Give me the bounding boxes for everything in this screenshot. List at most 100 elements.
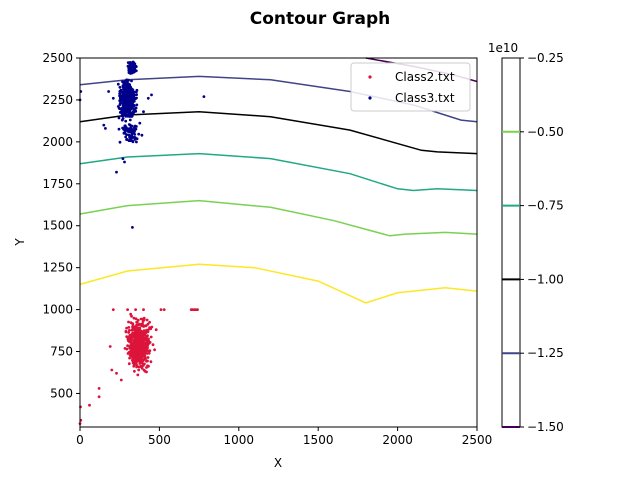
scatter-point: [137, 365, 141, 369]
scatter-point: [138, 355, 141, 359]
scatter-point: [134, 136, 137, 140]
scatter-point: [141, 320, 145, 323]
scatter-point: [118, 99, 122, 103]
y-tick-label: 750: [50, 345, 73, 359]
scatter-point: [159, 308, 163, 311]
scatter-point: [147, 337, 150, 341]
scatter-point: [127, 106, 131, 110]
scatter-point: [146, 346, 149, 350]
scatter-point: [143, 355, 147, 359]
y-tick-label: 2000: [42, 135, 73, 149]
series-2: [78, 308, 199, 425]
scatter-point: [149, 335, 153, 339]
scatter-point: [119, 88, 123, 92]
scatter-point: [111, 308, 115, 311]
scatter-point: [145, 366, 148, 369]
scatter-point: [134, 317, 138, 321]
legend-label-class3: Class3.txt: [395, 91, 455, 105]
colorbar-exponent-label: 1e10: [488, 41, 518, 55]
x-tick-label: 0: [76, 433, 84, 447]
scatter-point: [97, 387, 101, 390]
plot-background: [80, 58, 477, 427]
scatter-point: [123, 97, 127, 101]
contour-line: [79, 75, 478, 123]
scatter-point: [110, 368, 114, 372]
scatter-point: [162, 308, 166, 311]
scatter-point: [146, 96, 150, 100]
scatter-point: [135, 140, 138, 144]
y-axis: 500 750 1000 1250 1500 1750 2000 2250 2500: [42, 51, 80, 400]
colorbar-tick-label: −0.75: [527, 199, 564, 213]
scatter-point: [128, 356, 132, 360]
scatter-point: [121, 80, 125, 84]
scatter-point: [123, 126, 127, 129]
scatter-point: [135, 93, 139, 96]
colorbar-level-lines: [502, 130, 520, 428]
scatter-point: [145, 338, 148, 342]
scatter-point: [130, 348, 134, 352]
contour-line: [79, 263, 478, 304]
y-tick-label: 1250: [42, 261, 73, 275]
scatter-point: [153, 348, 157, 352]
scatter-point: [140, 133, 144, 137]
scatter-point: [202, 95, 206, 98]
scatter-point: [115, 170, 118, 174]
contour-line: [79, 152, 478, 192]
scatter-point: [88, 403, 91, 407]
scatter-point: [136, 318, 140, 322]
scatter-point: [131, 358, 134, 362]
scatter-point: [130, 79, 133, 83]
series-3: [78, 60, 206, 229]
scatter-point: [134, 127, 138, 131]
scatter-point: [132, 334, 136, 338]
scatter-point: [147, 351, 151, 355]
scatter-point: [127, 320, 130, 324]
scatter-point: [142, 110, 145, 114]
scatter-point: [124, 128, 128, 132]
contour-lines: [79, 57, 478, 304]
scatter-point: [137, 358, 141, 362]
scatter-point: [134, 358, 138, 362]
scatter-point: [117, 116, 121, 120]
scatter-point: [123, 109, 127, 113]
legend-marker-class3: [368, 96, 372, 100]
scatter-point: [140, 333, 144, 337]
scatter-point: [119, 101, 123, 105]
scatter-point: [122, 105, 126, 109]
scatter-point: [151, 343, 155, 347]
scatter-point: [141, 335, 145, 339]
scatter-point: [133, 369, 136, 373]
scatter-point: [141, 324, 145, 328]
scatter-point: [135, 365, 139, 369]
scatter-point: [127, 331, 131, 334]
scatter-point: [127, 84, 131, 88]
scatter-point: [126, 61, 130, 64]
y-tick-label: 2250: [42, 93, 73, 107]
scatter-point: [136, 342, 140, 346]
scatter-point: [131, 101, 134, 104]
scatter-point: [137, 132, 141, 136]
legend-label-class2: Class2.txt: [395, 70, 455, 84]
scatter-point: [135, 361, 138, 364]
scatter-point: [128, 87, 132, 91]
y-tick-label: 1500: [42, 219, 73, 233]
scatter-point: [127, 329, 131, 332]
scatter-point: [123, 82, 127, 86]
x-tick-label: 1500: [303, 433, 334, 447]
scatter-point: [128, 354, 132, 357]
scatter-point: [136, 323, 140, 327]
scatter-point: [121, 90, 125, 94]
scatter-point: [136, 373, 140, 377]
scatter-point: [117, 106, 121, 110]
scatter-point: [131, 226, 134, 229]
y-axis-label: Y: [13, 238, 27, 247]
scatter-point: [142, 329, 146, 333]
scatter-point: [128, 66, 132, 69]
colorbar-ticks: −0.25 −0.50 −0.75 −1.00 −1.25 −1.50: [520, 51, 564, 434]
y-tick-label: 1750: [42, 177, 73, 191]
scatter-point: [135, 103, 139, 107]
scatter-point: [115, 371, 118, 375]
scatter-point: [150, 325, 154, 329]
legend: Class2.txt Class3.txt: [350, 62, 471, 112]
